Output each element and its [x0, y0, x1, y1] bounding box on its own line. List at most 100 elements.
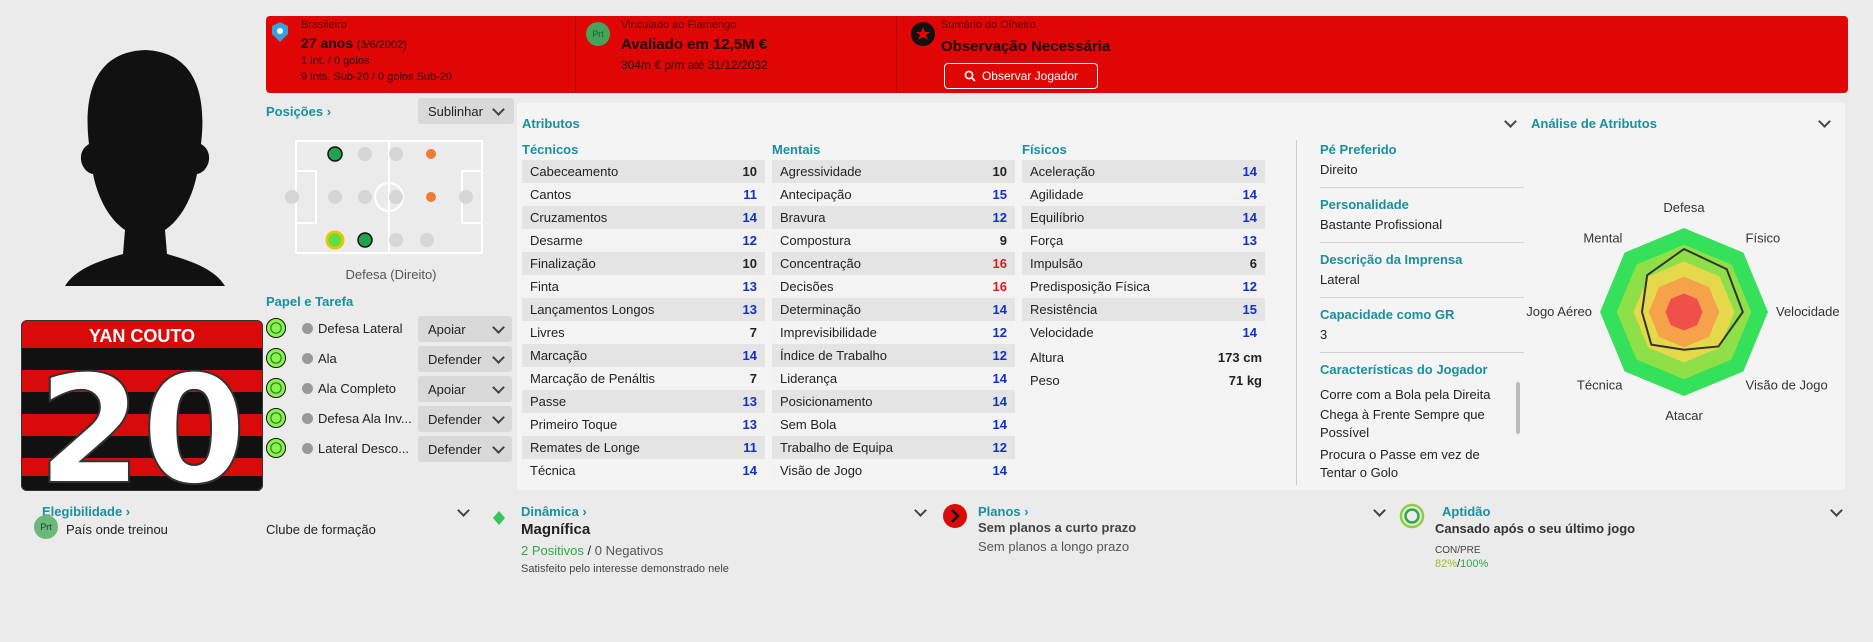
trained-in: País onde treinou — [66, 522, 168, 537]
divider — [1296, 140, 1297, 485]
attribute-name: Bravura — [780, 210, 826, 225]
youth-caps: 9 ints. Sub-20 / 0 golos Sub-20 — [301, 71, 453, 83]
chevron[interactable] — [1373, 504, 1386, 517]
duty-label: Apoiar — [428, 381, 466, 397]
attribute-name: Marcação de Penáltis — [530, 371, 656, 386]
info-value: Bastante Profissional — [1320, 217, 1443, 232]
attribute-value: 13 — [742, 279, 757, 294]
watch-button-label: Observar Jogador — [981, 69, 1079, 83]
traits-title: Características do Jogador — [1320, 362, 1488, 377]
attribute-name: Liderança — [780, 371, 838, 386]
pitch — [285, 140, 483, 254]
attribute-row: Impulsão 6 — [1022, 252, 1265, 275]
position-caption: Defesa (Direito) — [345, 267, 437, 282]
group-title: Técnicos — [522, 142, 579, 157]
info-label: Pé Preferido — [1320, 142, 1397, 157]
attribute-value: 14 — [1242, 325, 1257, 340]
duty-dropdown[interactable]: Apoiar — [418, 376, 512, 402]
duty-dropdown[interactable]: Apoiar — [418, 316, 512, 342]
chevron — [492, 411, 505, 424]
positions-title[interactable]: Posições › — [266, 104, 332, 119]
club-icon — [493, 511, 505, 525]
shirt-card: YAN COUTO 20 — [21, 320, 263, 491]
attribute-name: Força — [1030, 233, 1064, 248]
attribute-name: Marcação — [530, 348, 588, 363]
attribute-row: Passe 13 — [522, 390, 765, 413]
attributes-title: Atributos — [522, 116, 580, 131]
chevron[interactable] — [914, 504, 927, 517]
plans-title-text: Planos — [978, 504, 1021, 519]
attribute-row: Antecipação 15 — [772, 183, 1015, 206]
attribute-name: Desarme — [530, 233, 583, 248]
attribute-row: Agilidade 14 — [1022, 183, 1265, 206]
role-name: Lateral Desco... — [318, 441, 410, 456]
attribute-value: 14 — [1242, 187, 1257, 202]
watch-button[interactable]: Observar Jogador — [944, 63, 1098, 89]
attribute-name: Posicionamento — [780, 394, 873, 409]
club-badge: Prt — [586, 22, 610, 46]
dynamics-title-text: Dinâmica — [521, 504, 579, 519]
attribute-row: Cruzamentos 14 — [522, 206, 765, 229]
positives: 2 Positivos — [521, 543, 584, 558]
duty-dropdown[interactable]: Defender — [418, 436, 512, 462]
value: Avaliado em 12,5M € — [621, 36, 768, 53]
attribute-row: Equilíbrio 14 — [1022, 206, 1265, 229]
separator — [1320, 352, 1524, 353]
role-name: Ala Completo — [318, 381, 397, 396]
role-icon — [266, 348, 286, 368]
nationality-label: Brasileiro — [301, 19, 347, 31]
radar-label: Atacar — [1665, 408, 1703, 422]
radar-label: Jogo Aéreo — [1526, 304, 1592, 319]
info-value: 3 — [1320, 327, 1328, 342]
scrollbar[interactable] — [1516, 382, 1520, 434]
search-icon — [964, 70, 976, 82]
flag-icon — [272, 22, 288, 42]
attribute-row: Finta 13 — [522, 275, 765, 298]
attribute-value: 7 — [749, 371, 757, 386]
negatives: 0 Negativos — [594, 543, 664, 558]
attribute-value: 12 — [742, 233, 757, 248]
attribute-row: Aceleração 14 — [1022, 160, 1265, 183]
duty-dropdown[interactable]: Defender — [418, 346, 512, 372]
role-icon — [266, 318, 286, 338]
chevron[interactable] — [457, 504, 470, 517]
contract-label: Vinculado ao Flamengo — [621, 19, 737, 31]
attribute-row: Primeiro Toque 13 — [522, 413, 765, 436]
player-name: YAN COUTO — [89, 326, 195, 346]
radar-band — [1665, 293, 1703, 331]
attribute-value: 11 — [743, 187, 757, 202]
attribute-row: Visão de Jogo 14 — [772, 459, 1015, 482]
group-title: Físicos — [1022, 142, 1067, 157]
chevron[interactable] — [1830, 504, 1843, 517]
info-value: Lateral — [1320, 272, 1360, 287]
attribute-name: Imprevisibilidade — [780, 325, 877, 340]
dynamics-title[interactable]: Dinâmica › — [521, 504, 587, 519]
attribute-row: Cantos 11 — [522, 183, 765, 206]
attribute-value: 12 — [1242, 279, 1257, 294]
fitness-label: CON/PRE — [1435, 545, 1481, 556]
attribute-row: Liderança 14 — [772, 367, 1015, 390]
eligibility-badge: Prt — [34, 515, 58, 539]
attribute-value: 14 — [742, 463, 757, 478]
attribute-value: 13 — [742, 417, 757, 432]
attribute-row: Velocidade 14 — [1022, 321, 1265, 344]
plans-title[interactable]: Planos › — [978, 504, 1029, 519]
chevron — [492, 381, 505, 394]
attribute-name: Livres — [530, 325, 565, 340]
attribute-value: 14 — [742, 348, 757, 363]
attribute-value: 14 — [992, 463, 1007, 478]
attribute-value: 14 — [992, 394, 1007, 409]
info-label: Descrição da Imprensa — [1320, 252, 1463, 267]
attribute-value: 15 — [1242, 302, 1257, 317]
scout-label: Sumário do Olheiro — [941, 19, 1036, 31]
attribute-row: Força 13 — [1022, 229, 1265, 252]
highlight-button[interactable]: Sublinhar — [418, 98, 514, 124]
dob: (3/6/2002) — [356, 39, 407, 51]
duty-label: Apoiar — [428, 321, 466, 337]
info-icon — [302, 383, 313, 394]
eligibility-title[interactable]: Elegibilidade › — [42, 504, 131, 519]
plans-long: Sem planos a longo prazo — [978, 539, 1130, 554]
divider-text: / — [1457, 558, 1461, 570]
info-icon — [302, 323, 313, 334]
duty-dropdown[interactable]: Defender — [418, 406, 512, 432]
